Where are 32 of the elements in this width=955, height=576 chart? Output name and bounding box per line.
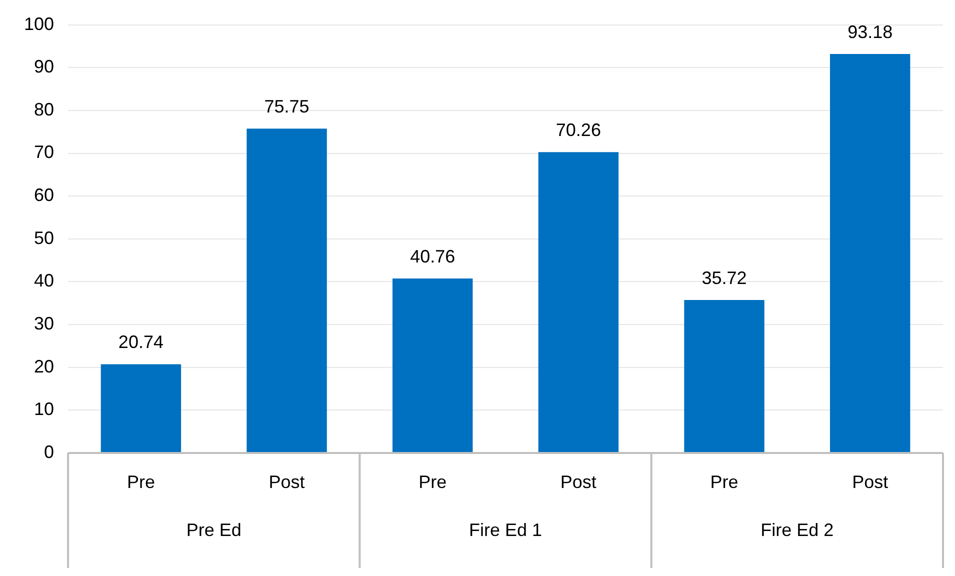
bar	[246, 128, 327, 452]
text: Pre Ed	[186, 520, 242, 540]
y-tick-label: 70	[34, 142, 54, 162]
data-label: 93.18	[848, 22, 893, 42]
y-tick-label: 100	[24, 14, 54, 34]
y-tick-label: 60	[34, 185, 54, 206]
y-tick-label: 80	[34, 99, 54, 120]
x-tick-label: Pre	[418, 472, 447, 492]
bar	[830, 54, 910, 452]
x-tick-label: Pre	[126, 472, 155, 492]
y-tick-label: 20	[34, 356, 54, 376]
bar	[684, 300, 764, 452]
y-tick-label: 90	[34, 56, 54, 77]
data-label: 70.26	[556, 120, 601, 140]
y-tick-label: 40	[34, 270, 54, 291]
bar	[538, 152, 619, 452]
x-tick-label: Post	[268, 472, 305, 492]
text: Fire Ed 1	[469, 520, 542, 540]
bar	[392, 278, 473, 452]
bar	[100, 364, 182, 452]
data-label: 35.72	[702, 268, 747, 288]
data-label: 40.76	[410, 246, 456, 266]
x-tick-label: Post	[852, 472, 888, 492]
data-label: 20.74	[118, 332, 164, 352]
y-tick-label: 50	[34, 228, 54, 248]
y-tick-label: 10	[34, 399, 54, 420]
x-tick-label: Pre	[710, 472, 738, 492]
x-tick-label: Post	[560, 472, 596, 492]
text: Fire Ed 2	[760, 520, 834, 540]
data-label: 75.75	[264, 96, 310, 117]
y-tick-label: 30	[34, 314, 54, 334]
y-tick-label: 0	[44, 442, 54, 462]
